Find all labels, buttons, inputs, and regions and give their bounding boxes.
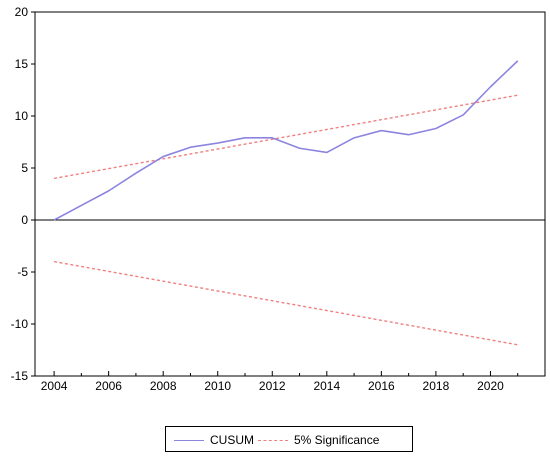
x-tick-label: 2004 [41, 379, 68, 393]
x-tick-label: 2006 [95, 379, 122, 393]
y-tick-label: -5 [17, 265, 28, 279]
y-tick-label: 0 [21, 213, 28, 227]
x-tick-label: 2014 [313, 379, 340, 393]
significance-lower-bound [53, 260, 518, 346]
x-tick-label: 2018 [423, 379, 450, 393]
legend-label-significance: 5% Significance [294, 433, 380, 447]
y-tick-label: 15 [15, 57, 29, 71]
y-tick-label: 10 [15, 109, 29, 123]
significance-upper-bound [53, 94, 518, 180]
plot-area-frame [34, 11, 546, 377]
legend-swatch-significance [258, 439, 288, 441]
x-tick-label: 2012 [259, 379, 286, 393]
y-tick-label: -15 [11, 369, 29, 383]
x-tick-label: 2010 [204, 379, 231, 393]
legend: CUSUM 5% Significance [165, 426, 413, 452]
x-tick-label: 2008 [150, 379, 177, 393]
legend-swatch-cusum [174, 439, 204, 441]
y-tick-label: -10 [11, 317, 29, 331]
legend-label-cusum: CUSUM [210, 433, 254, 447]
y-tick-label: 20 [15, 5, 29, 19]
cusum-line [53, 60, 519, 221]
x-tick-label: 2020 [477, 379, 504, 393]
y-tick-label: 5 [21, 161, 28, 175]
legend-item-cusum: CUSUM [174, 432, 254, 448]
y-axis-ticks: 20 15 10 5 0 -5 -10 -15 [11, 5, 35, 383]
x-axis-ticks: 2004 2006 2008 2010 2012 2014 2016 2018 2020 [41, 371, 546, 393]
series-layer [53, 60, 519, 346]
legend-item-significance: 5% Significance [258, 432, 379, 448]
x-tick-label: 2016 [368, 379, 395, 393]
